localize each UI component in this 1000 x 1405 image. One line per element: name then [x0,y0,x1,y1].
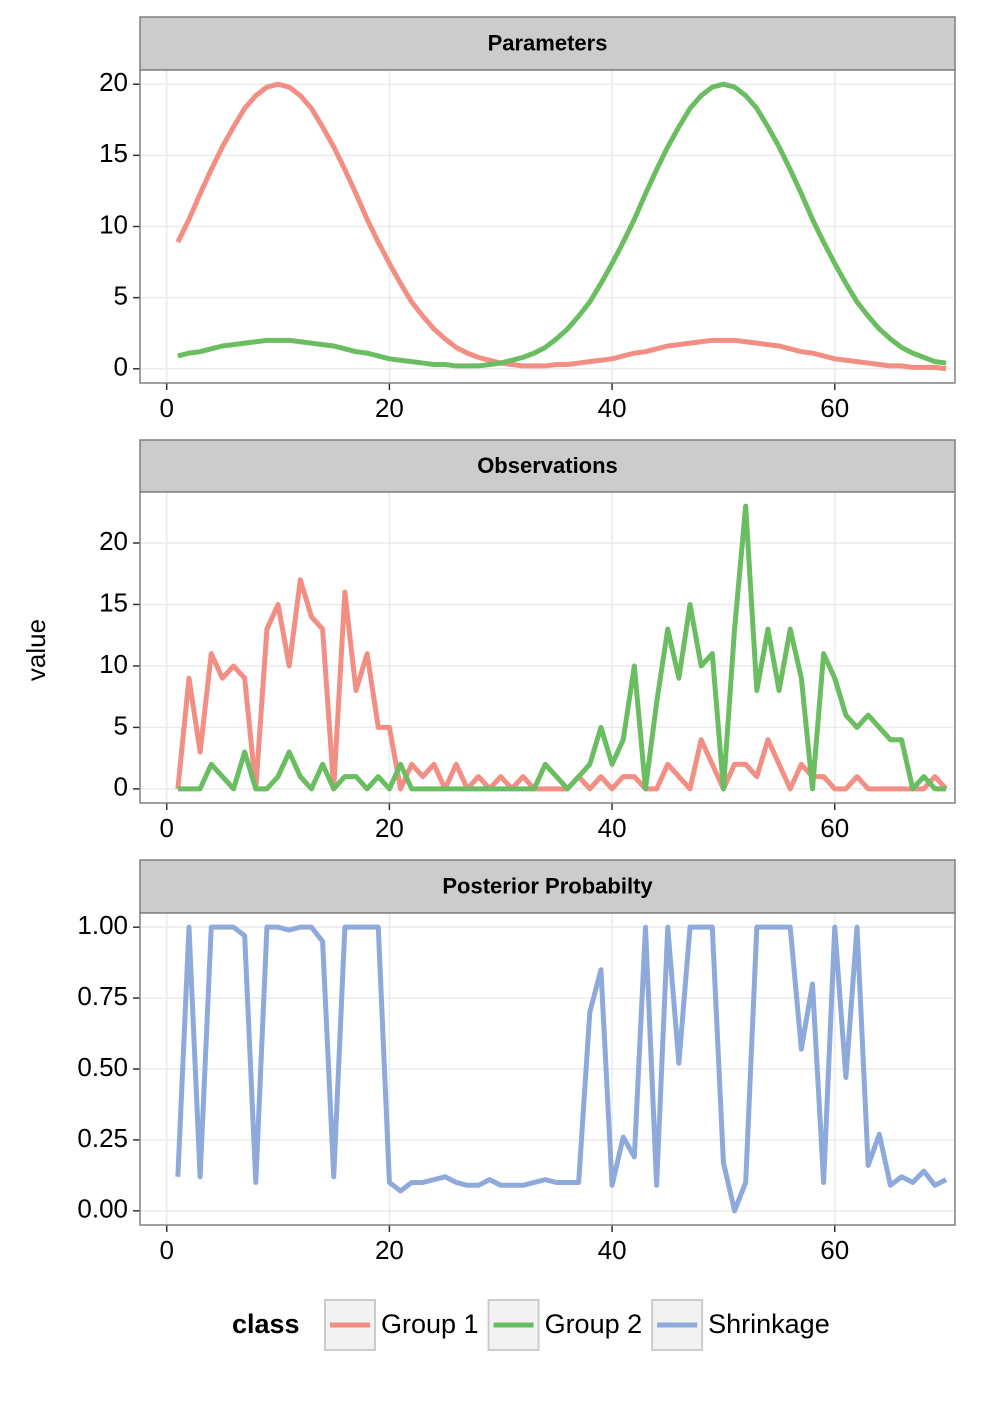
x-tick-label: 40 [598,813,627,843]
panel-title: Posterior Probabilty [442,873,653,898]
y-tick-label: 0.75 [77,981,128,1011]
panel-border [139,912,956,1226]
x-tick-label: 40 [598,393,627,423]
y-axis-label: value [21,619,51,681]
legend-label: Group 2 [545,1309,643,1339]
y-tick-label: 1.00 [77,910,128,940]
series-line [177,503,947,792]
x-tick-label: 0 [159,393,173,423]
y-tick-label: 5 [114,281,128,311]
strip [139,16,956,71]
y-tick-label: 0 [114,352,128,382]
x-tick-label: 60 [820,813,849,843]
y-tick-label: 5 [114,710,128,740]
y-tick-label: 20 [99,67,128,97]
y-tick-label: 0.25 [77,1123,128,1153]
series-line [175,924,948,1214]
x-tick-label: 20 [375,1235,404,1265]
x-tick-label: 20 [375,393,404,423]
legend-label: Shrinkage [708,1309,830,1339]
x-tick-label: 0 [159,1235,173,1265]
y-tick-label: 15 [99,138,128,168]
series-line [175,577,948,792]
y-tick-label: 0.50 [77,1052,128,1082]
series-line [177,81,947,369]
legend-title: class [232,1309,300,1339]
y-tick-label: 0.00 [77,1194,128,1224]
y-tick-label: 15 [99,587,128,617]
y-tick-label: 20 [99,526,128,556]
x-tick-label: 40 [598,1235,627,1265]
x-tick-label: 20 [375,813,404,843]
panel-border [139,69,956,384]
x-tick-label: 0 [159,813,173,843]
y-tick-label: 0 [114,772,128,802]
x-tick-label: 60 [820,393,849,423]
x-tick-label: 60 [820,1235,849,1265]
panel-border [139,491,956,804]
strip [139,859,956,914]
series-line [175,81,947,372]
strip [139,439,956,493]
panel-title: Parameters [488,30,608,55]
panel-title: Observations [477,453,618,478]
y-tick-label: 10 [99,649,128,679]
y-tick-label: 10 [99,209,128,239]
panel-bg [140,492,955,803]
legend-label: Group 1 [381,1309,479,1339]
